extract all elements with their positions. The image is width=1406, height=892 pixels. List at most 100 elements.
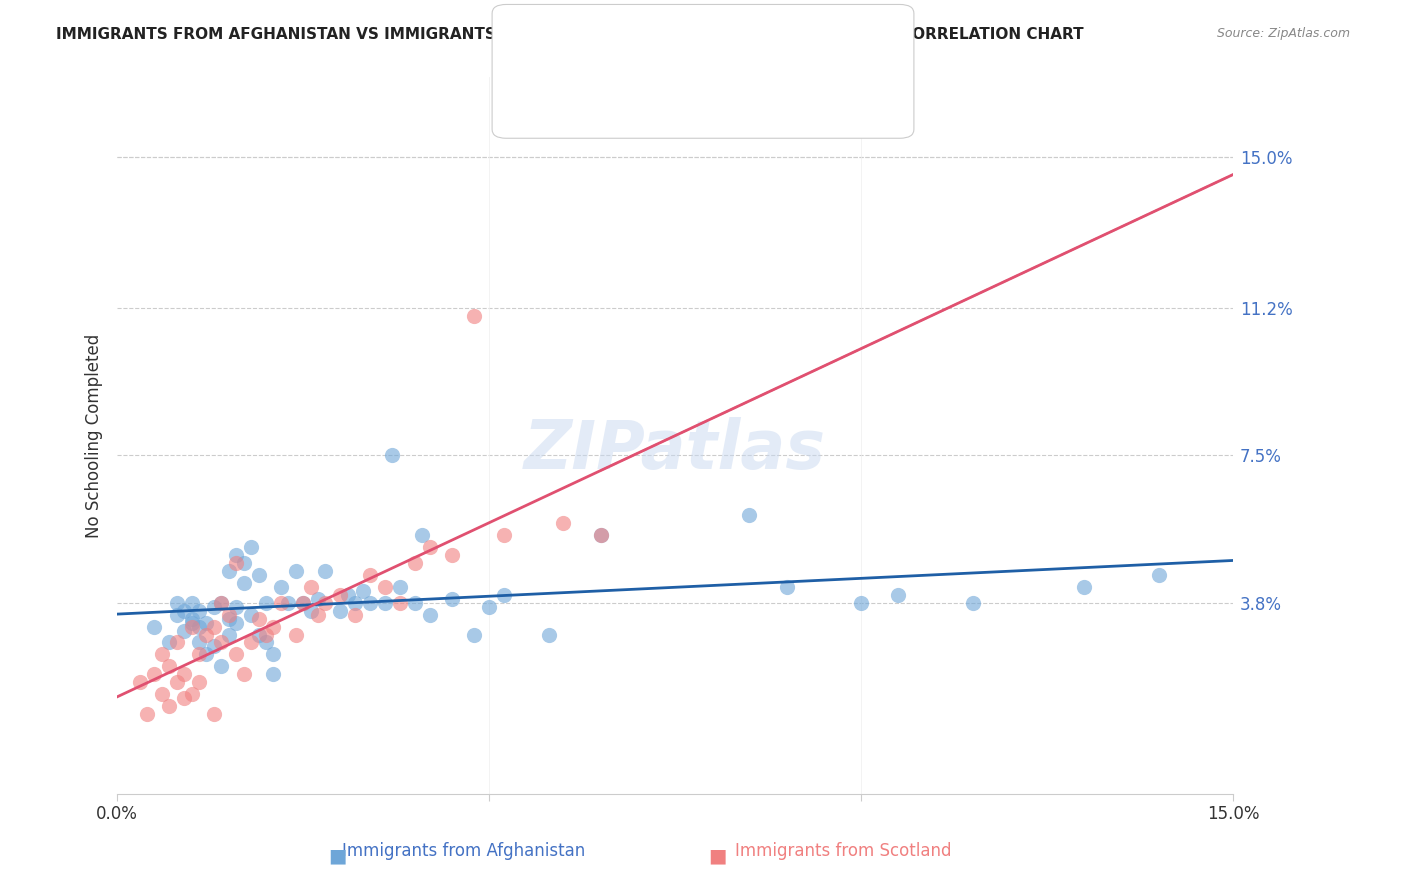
Text: N =: N = (658, 89, 706, 107)
Point (738, 508, 761, 523)
Point (166, 635, 188, 649)
Point (225, 548, 247, 562)
Point (188, 675, 211, 690)
Point (232, 575, 254, 590)
Point (173, 691, 195, 706)
Point (307, 607, 329, 622)
Point (180, 687, 202, 701)
Point (359, 596, 381, 610)
Point (209, 635, 232, 649)
Text: 46: 46 (724, 89, 747, 107)
Point (478, 599, 501, 614)
Point (388, 596, 411, 610)
Point (166, 675, 188, 690)
Point (419, 540, 441, 554)
Point (849, 596, 872, 610)
Point (157, 659, 180, 673)
Point (270, 580, 292, 594)
Point (218, 627, 240, 641)
Point (202, 707, 225, 722)
Text: Source: ZipAtlas.com: Source: ZipAtlas.com (1216, 27, 1350, 40)
Point (463, 309, 485, 323)
Point (143, 667, 166, 681)
Text: ●: ● (537, 45, 554, 63)
Point (254, 635, 277, 649)
Point (136, 707, 159, 722)
Text: 65: 65 (724, 45, 747, 62)
Point (374, 580, 396, 594)
Point (314, 596, 336, 610)
Point (262, 648, 284, 662)
Point (209, 659, 232, 673)
Point (404, 556, 426, 570)
Point (128, 675, 150, 690)
Point (180, 615, 202, 630)
Point (411, 528, 433, 542)
Point (284, 564, 307, 578)
Point (329, 588, 352, 602)
Point (240, 540, 263, 554)
Point (887, 588, 910, 602)
Point (157, 635, 180, 649)
Point (254, 596, 277, 610)
Point (336, 588, 359, 602)
Text: ■: ■ (328, 847, 347, 866)
Point (225, 556, 247, 570)
Text: Immigrants from Afghanistan: Immigrants from Afghanistan (342, 842, 586, 860)
Point (166, 607, 188, 622)
Text: ZIPatlas: ZIPatlas (524, 417, 827, 483)
Point (150, 687, 173, 701)
Point (247, 567, 270, 582)
Point (166, 596, 188, 610)
Y-axis label: No Schooling Completed: No Schooling Completed (86, 334, 103, 538)
Point (374, 596, 396, 610)
Point (218, 607, 240, 622)
Point (232, 667, 254, 681)
Point (589, 528, 612, 542)
Point (195, 627, 218, 641)
Point (307, 591, 329, 606)
Point (419, 607, 441, 622)
Point (225, 648, 247, 662)
Point (492, 588, 515, 602)
Point (344, 607, 367, 622)
Point (218, 611, 240, 625)
Point (299, 604, 322, 618)
Point (314, 564, 336, 578)
Text: Immigrants from Scotland: Immigrants from Scotland (735, 842, 952, 860)
Point (962, 596, 984, 610)
Point (218, 564, 240, 578)
Point (262, 619, 284, 633)
Point (188, 648, 211, 662)
Point (202, 599, 225, 614)
Point (180, 611, 202, 625)
Text: 0.192: 0.192 (602, 45, 654, 62)
Point (381, 449, 404, 463)
Point (232, 556, 254, 570)
Point (1073, 580, 1095, 594)
Point (440, 591, 463, 606)
Text: R =: R = (558, 45, 595, 62)
Point (388, 580, 411, 594)
Point (150, 648, 173, 662)
Point (240, 635, 263, 649)
Text: ■: ■ (707, 847, 727, 866)
Text: ●: ● (537, 89, 554, 108)
Point (188, 619, 211, 633)
Point (180, 596, 202, 610)
Point (440, 548, 463, 562)
Point (240, 607, 263, 622)
Point (157, 699, 180, 714)
Point (344, 596, 367, 610)
Point (1147, 567, 1170, 582)
Point (254, 627, 277, 641)
Point (463, 627, 485, 641)
Point (404, 596, 426, 610)
Point (247, 627, 270, 641)
Point (173, 604, 195, 618)
Text: N =: N = (658, 45, 706, 62)
Point (225, 615, 247, 630)
Point (188, 604, 211, 618)
Text: 0.767: 0.767 (602, 89, 654, 107)
Point (299, 580, 322, 594)
